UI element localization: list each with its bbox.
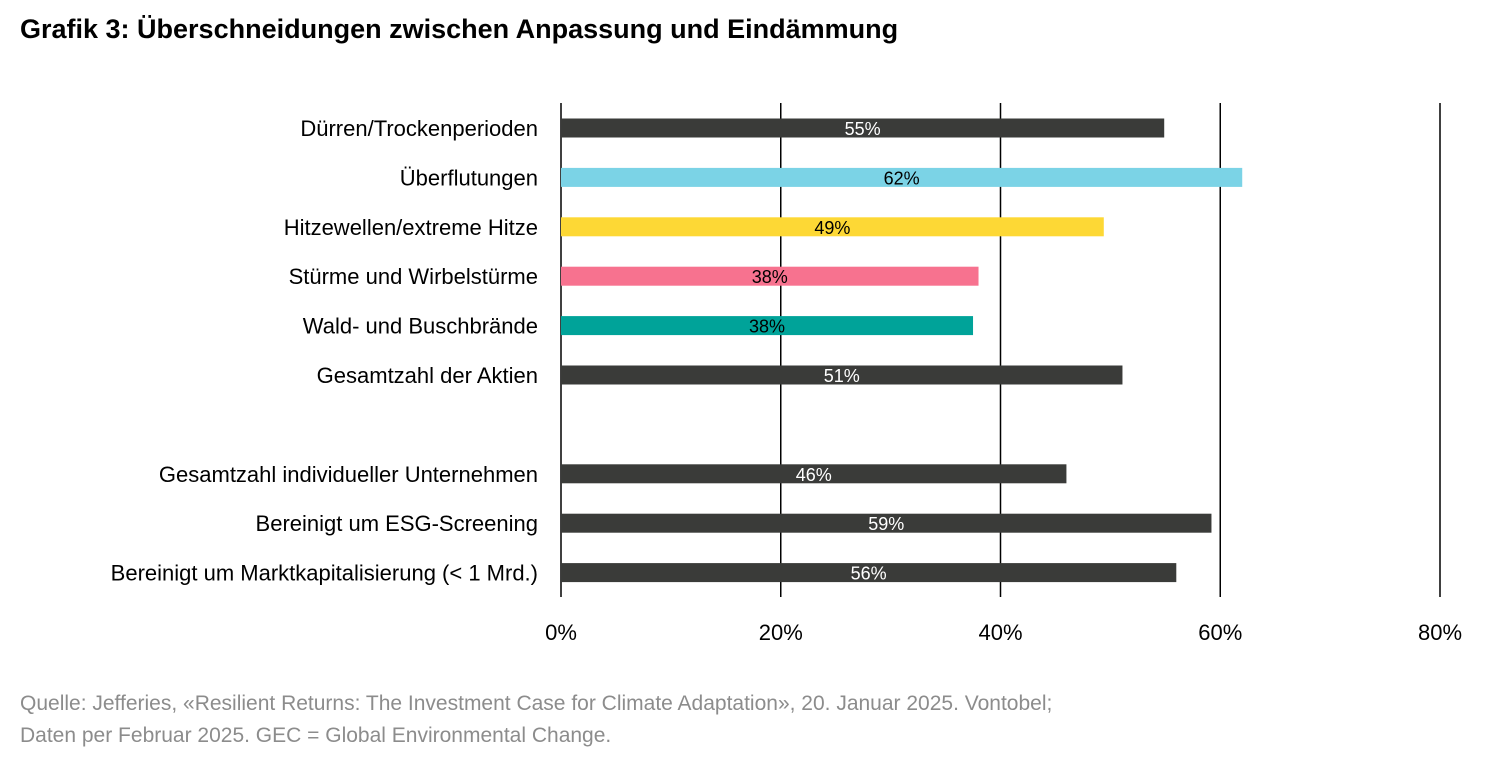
data-label: 38% [752, 267, 788, 287]
data-label: 46% [796, 465, 832, 485]
category-label: Wald- und Buschbrände [303, 314, 538, 339]
bar-chart: 0% 20% 40% 60% 80% Dürren/Trockenperioden 55% Ü… [111, 103, 1462, 645]
chart-title: Grafik 3: Überschneidungen zwischen Anpa… [20, 14, 899, 44]
data-label: 38% [749, 317, 785, 337]
data-label: 49% [814, 218, 850, 238]
bar [561, 513, 1212, 533]
x-tick-label: 60% [1198, 620, 1242, 645]
x-tick-label: 0% [545, 620, 577, 645]
bar [561, 563, 1177, 583]
bar [561, 464, 1067, 484]
bar [561, 266, 979, 286]
source-line-2: Daten per Februar 2025. GEC = Global Env… [20, 724, 612, 747]
source-note: Quelle: Jefferies, «Resilient Returns: T… [20, 688, 1052, 752]
data-label: 56% [851, 564, 887, 584]
bar [561, 118, 1165, 138]
category-label: Dürren/Trockenperioden [300, 116, 538, 141]
data-label: 59% [868, 514, 904, 534]
bar [561, 167, 1243, 187]
category-label: Bereinigt um ESG-Screening [256, 511, 538, 536]
category-label: Hitzewellen/extreme Hitze [284, 215, 538, 240]
x-tick-label: 40% [978, 620, 1022, 645]
data-label: 55% [845, 119, 881, 139]
x-tick-label: 20% [759, 620, 803, 645]
category-label: Bereinigt um Marktkapitalisierung (< 1 M… [111, 561, 538, 586]
data-label: 51% [824, 366, 860, 386]
category-label: Gesamtzahl der Aktien [317, 363, 538, 388]
source-line-1: Quelle: Jefferies, «Resilient Returns: T… [20, 692, 1053, 715]
bar [561, 316, 974, 336]
category-label: Gesamtzahl individueller Unternehmen [159, 462, 538, 487]
category-label: Stürme und Wirbelstürme [289, 264, 538, 289]
data-label: 62% [884, 168, 920, 188]
bar [561, 365, 1123, 385]
bar [561, 217, 1104, 237]
x-tick-label: 80% [1418, 620, 1462, 645]
category-label: Überflutungen [400, 165, 538, 190]
